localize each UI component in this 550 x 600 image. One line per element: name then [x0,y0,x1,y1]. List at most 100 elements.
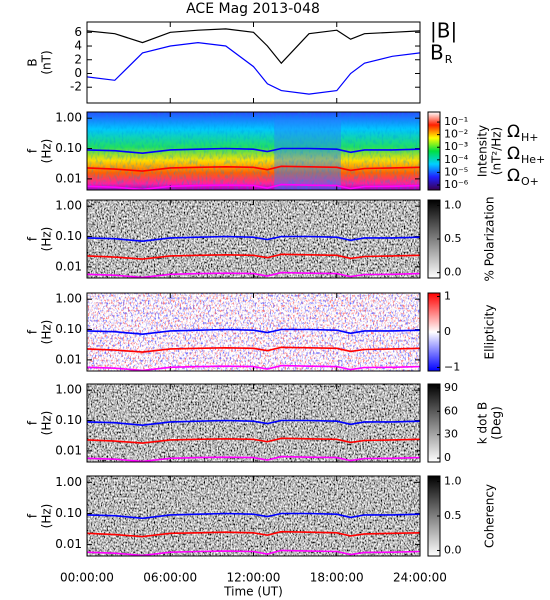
x-tick-label: 12:00:00 [227,571,281,585]
data-line [86,549,421,557]
colorbar [427,383,441,463]
y-tick-label: 1.00 [55,383,82,397]
y-axis-label: (Hz) [40,411,54,436]
legend-label: B [430,41,444,65]
data-line [86,512,421,520]
colorbar-tick-label: 1.0 [444,198,462,211]
colorbar-tick-label: 10⁻⁴ [444,153,469,166]
y-axis-label: f [26,148,40,153]
colorbar-tick-label: 30 [444,428,458,441]
colorbar-tick-label: 10⁻¹ [444,115,468,128]
y-tick-label: 1.00 [55,475,82,489]
y-axis-label: f [26,236,40,241]
data-line [86,147,421,155]
data-line [86,530,421,538]
data-line [86,437,421,444]
y-axis-label: (Hz) [40,504,54,529]
colorbar-tick-label: 0.0 [444,543,462,556]
y-tick-label: 0.10 [55,141,82,155]
colorbar-tick-label: 10⁻³ [444,140,468,153]
x-tick-label: 24:00:00 [393,571,447,585]
legend-subscript: He+ [521,153,545,166]
colorbar [427,111,441,191]
data-line [86,28,421,65]
colorbar-label: Intensity [476,125,490,177]
spectrogram [87,200,420,278]
y-tick-label: 0.10 [55,322,82,336]
colorbar-tick-label: 10⁻⁶ [444,178,469,191]
spectrogram [87,476,420,556]
colorbar-tick-label: 0 [444,451,451,464]
legend-label: |B| [430,19,457,43]
colorbar-tick-label: 0 [444,325,451,338]
colorbar-label: (Deg) [490,406,504,440]
y-tick-label: 0 [74,66,82,80]
y-tick-label: -2 [70,80,82,94]
x-tick-label: 06:00:00 [143,571,197,585]
y-axis-label: (Hz) [40,320,54,345]
data-line [86,235,421,243]
panel: 1.00 0.10 0.01 f (Hz) 0.0 0.5 1.0 % Polarization [26,197,497,282]
y-tick-label: 2 [74,52,82,66]
data-line [86,165,421,172]
plot-frame [86,199,421,279]
plot-frame [86,111,421,191]
y-axis-label: f [26,513,40,518]
panel: 1.00 0.10 0.01 f (Hz) 0 30 60 90 k dot B (Deg) [26,381,504,464]
data-line [86,183,421,191]
y-tick-label: 0.10 [55,413,82,427]
y-tick-label: 1.00 [55,111,82,125]
y-tick-label: 0.01 [55,259,82,273]
colorbar-label: % Polarization [483,197,497,282]
data-line [86,253,421,260]
colorbar-tick-label: 60 [444,404,458,417]
x-tick-label: 00:00:00 [60,571,114,585]
data-line [86,419,421,427]
data-line [86,271,421,279]
data-line [86,364,421,372]
panel: 1.00 0.10 0.01 f (Hz) −1 0 1 Ellipticity [26,290,497,374]
y-tick-label: 0.10 [55,229,82,243]
data-line [86,346,421,353]
x-tick-label: 18:00:00 [310,571,364,585]
y-tick-label: 0.01 [55,352,82,366]
y-tick-label: 4 [74,39,82,53]
spectrogram-low [274,120,341,190]
colorbar-tick-label: 0.0 [444,266,462,279]
colorbar-label: Coherency [483,484,497,548]
plot-frame [86,475,421,557]
y-tick-label: 6 [74,25,82,39]
spectrogram-blue [87,293,420,371]
plot-frame [86,383,421,463]
panel: 1.000.100.01f (Hz)Ω H+Ω He+Ω O+10⁻¹10⁻²10⁻³1… [26,111,546,191]
plot-frame [86,21,421,104]
data-line [86,455,421,463]
y-tick-label: 0.01 [55,537,82,551]
y-axis-label: (nT) [40,50,54,74]
y-tick-label: 0.10 [55,506,82,520]
legend-subscript: O+ [521,175,539,188]
y-axis-label: f [26,329,40,334]
legend-label: Ω [507,166,520,186]
plot-frame [86,292,421,372]
spectrogram-texture [87,112,420,190]
colorbar-label: k dot B [476,402,490,444]
x-axis-label: Time (UT) [223,585,283,599]
spectrogram [87,384,420,462]
y-axis-label: (Hz) [40,227,54,252]
colorbar-tick-label: 0.5 [444,232,462,245]
colorbar-label: (nT²/Hz) [490,127,504,175]
colorbar-tick-label: 1 [444,290,451,303]
legend-subscript: R [445,53,453,66]
colorbar-tick-label: 10⁻² [444,128,468,141]
legend-label: Ω [507,144,520,164]
legend-subscript: H+ [521,131,539,144]
colorbar-tick-label: 90 [444,381,458,394]
y-axis-label: f [26,420,40,425]
colorbar-tick-label: 1.0 [444,475,462,488]
y-axis-label: (Hz) [40,139,54,164]
data-line [86,41,421,95]
y-tick-label: 1.00 [55,292,82,306]
